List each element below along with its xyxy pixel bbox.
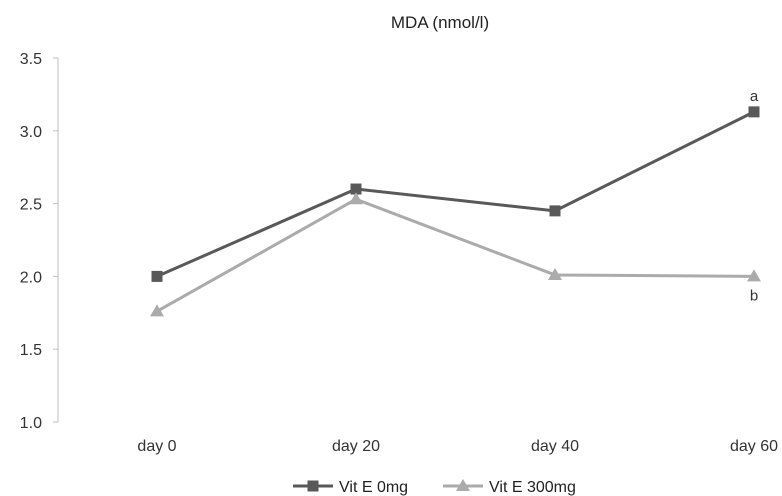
annotations: ab	[750, 88, 759, 305]
y-tick-label: 3.5	[20, 51, 42, 68]
y-tick-label: 2.0	[20, 269, 42, 286]
axes: 1.0 1.5 2.0 2.5 3.0 3.5 day 0 day 20 day 40 day 6…	[20, 51, 778, 455]
data-point-triangle	[747, 269, 761, 282]
legend-marker-triangle	[456, 479, 470, 491]
annotation-label: b	[750, 287, 758, 304]
data-point-square	[549, 205, 561, 217]
legend-item: Vit E 0mg	[293, 479, 408, 496]
data-point-triangle	[548, 267, 562, 280]
legend-marker-square	[307, 480, 319, 492]
series-line	[156, 110, 755, 278]
legend-label: Vit E 0mg	[339, 479, 408, 496]
data-point-triangle	[150, 304, 164, 317]
x-tick-label: day 40	[531, 438, 579, 455]
series-line	[156, 197, 755, 313]
x-tick-label: day 60	[730, 438, 778, 455]
data-point-square	[748, 106, 760, 118]
series-layer	[150, 106, 761, 317]
legend-item: Vit E 300mg	[443, 479, 576, 496]
y-tick-label: 1.5	[20, 342, 42, 359]
legend-label: Vit E 300mg	[489, 479, 576, 496]
y-tick-label: 1.0	[20, 415, 42, 432]
series-2	[150, 192, 761, 317]
chart-title: MDA (nmol/l)	[391, 13, 489, 32]
data-point-square	[350, 183, 362, 195]
data-point-square	[151, 270, 163, 282]
legend: Vit E 0mg Vit E 300mg	[293, 479, 576, 496]
series-1	[151, 106, 760, 282]
x-tick-label: day 0	[137, 438, 176, 455]
x-tick-label: day 20	[332, 438, 380, 455]
data-point-triangle	[349, 192, 363, 205]
annotation-label: a	[750, 88, 759, 105]
y-tick-label: 2.5	[20, 197, 42, 214]
y-tick-label: 3.0	[20, 124, 42, 141]
